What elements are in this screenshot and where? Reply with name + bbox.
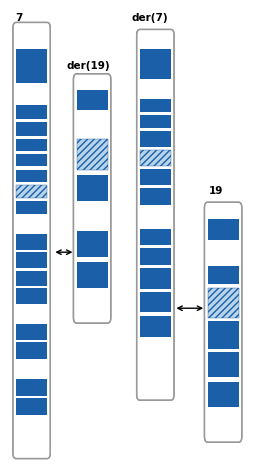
FancyBboxPatch shape <box>13 22 50 459</box>
Bar <box>77 175 108 201</box>
Text: der(7): der(7) <box>132 14 168 23</box>
Bar <box>16 252 47 268</box>
Bar <box>140 269 171 289</box>
Bar <box>140 248 171 265</box>
Bar <box>140 188 171 205</box>
Bar <box>77 231 108 257</box>
Bar <box>16 139 47 151</box>
Bar <box>16 185 47 198</box>
Bar <box>16 271 47 286</box>
Bar <box>208 352 239 377</box>
Bar <box>140 99 171 113</box>
Bar <box>140 169 171 185</box>
Bar <box>16 185 47 198</box>
Bar <box>208 382 239 407</box>
Bar <box>208 219 239 240</box>
Bar <box>16 380 47 396</box>
FancyBboxPatch shape <box>204 202 242 442</box>
Bar <box>16 49 47 83</box>
Bar <box>140 50 171 79</box>
Bar <box>208 288 239 318</box>
Bar <box>77 90 108 110</box>
Bar <box>140 150 171 166</box>
Bar <box>16 398 47 415</box>
Bar <box>16 105 47 120</box>
Bar <box>208 321 239 348</box>
Text: der(19): der(19) <box>67 61 110 71</box>
Bar <box>140 115 171 128</box>
Bar <box>16 234 47 250</box>
Bar <box>16 201 47 214</box>
Bar <box>77 139 108 170</box>
Bar <box>140 150 171 166</box>
Bar <box>140 316 171 337</box>
Text: 19: 19 <box>209 186 224 196</box>
Bar <box>140 229 171 245</box>
Bar <box>16 342 47 359</box>
Bar <box>16 288 47 304</box>
Bar <box>208 266 239 284</box>
FancyBboxPatch shape <box>73 74 111 323</box>
Bar <box>16 170 47 182</box>
Bar <box>16 154 47 166</box>
FancyBboxPatch shape <box>137 29 174 400</box>
Bar <box>77 139 108 170</box>
Text: 7: 7 <box>15 14 22 23</box>
Bar <box>208 288 239 318</box>
Bar <box>140 292 171 312</box>
Bar <box>140 131 171 147</box>
Bar <box>16 324 47 340</box>
Bar <box>16 122 47 136</box>
Bar <box>77 262 108 288</box>
